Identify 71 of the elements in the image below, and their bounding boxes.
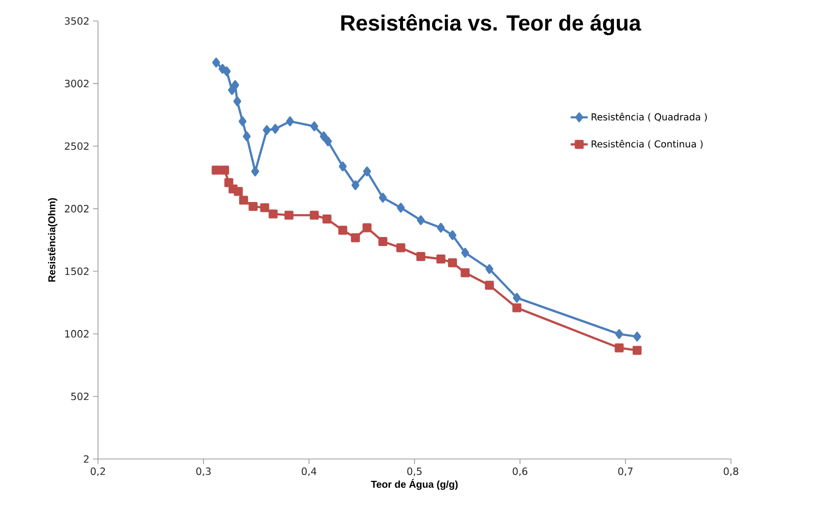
point: [448, 230, 456, 240]
x-tick-label: 0,7: [618, 467, 633, 476]
point: [242, 131, 251, 142]
y-tick-label: 3002: [64, 80, 88, 88]
point: [378, 192, 387, 203]
legend-label: Resistência ( Continua ): [592, 140, 703, 149]
point: [416, 252, 426, 261]
point: [231, 80, 240, 90]
point: [436, 222, 445, 233]
y-tick-label: 2: [84, 455, 88, 463]
point: [460, 268, 470, 278]
point: [212, 166, 221, 175]
y-axis-title: Resistência(Ohm): [48, 198, 58, 282]
x-tick-label: 0,3: [196, 467, 211, 476]
point: [378, 237, 388, 246]
point: [224, 178, 234, 188]
point: [320, 131, 328, 142]
point: [436, 254, 446, 264]
point: [248, 202, 258, 211]
x-tick-label: 0,2: [90, 467, 105, 476]
point: [338, 226, 348, 235]
point: [222, 66, 231, 76]
point: [324, 136, 332, 146]
point: [239, 196, 248, 205]
y-tick-label: 2002: [64, 204, 88, 212]
point: [512, 292, 521, 303]
y-tick-label: 1502: [65, 267, 88, 276]
point: [362, 223, 372, 232]
point: [396, 243, 406, 252]
point: [484, 280, 494, 290]
y-tick-label: 1002: [65, 330, 88, 338]
point: [310, 210, 319, 220]
point: [448, 258, 457, 268]
point: [268, 209, 278, 218]
point: [212, 58, 220, 68]
point: [512, 303, 522, 312]
point: [363, 166, 371, 176]
point: [614, 343, 624, 352]
y-tick-label: 2502: [64, 142, 88, 150]
x-tick-label: 0,4: [302, 467, 316, 476]
point: [351, 180, 360, 190]
point: [284, 210, 294, 220]
point: [350, 233, 360, 242]
y-tick-label: 502: [71, 392, 88, 400]
x-tick-label: 0,8: [724, 467, 738, 476]
point: [322, 214, 332, 224]
point: [220, 166, 230, 175]
point: [262, 125, 271, 135]
chart-title: Resistência vs. Teor de água: [341, 14, 642, 36]
point: [286, 116, 294, 126]
point: [310, 121, 318, 132]
y-tick-label: 3502: [64, 17, 88, 25]
x-tick-label: 0,5: [407, 467, 422, 476]
point: [260, 203, 270, 212]
point: [416, 215, 425, 226]
point: [233, 96, 242, 106]
x-axis-title: Teor de Água (g/g): [370, 478, 458, 490]
point: [234, 186, 243, 196]
legend-label: Resistência ( Quadrada ): [592, 112, 707, 122]
point: [338, 162, 347, 172]
point: [271, 124, 280, 134]
point: [461, 248, 470, 258]
point: [228, 85, 236, 95]
point: [615, 329, 624, 339]
point: [632, 346, 642, 355]
point: [633, 332, 642, 342]
point: [396, 202, 405, 213]
point: [251, 166, 260, 176]
point: [238, 116, 246, 126]
x-tick-label: 0,6: [512, 467, 528, 476]
point: [485, 264, 494, 274]
